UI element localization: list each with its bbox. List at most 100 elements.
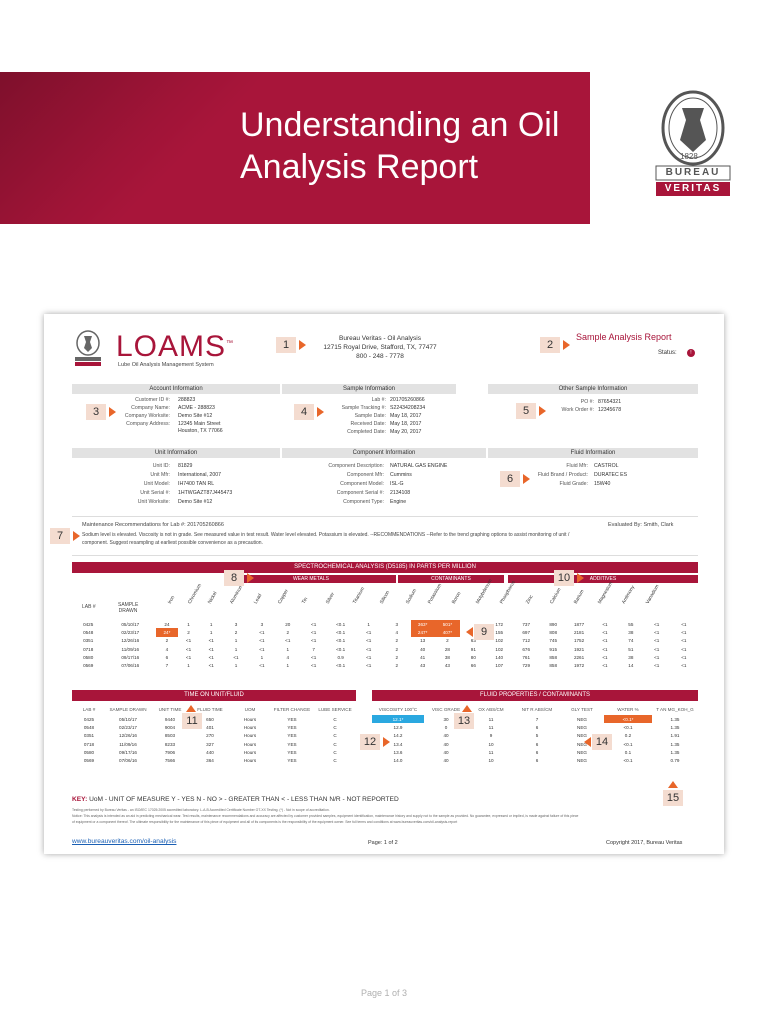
lab-address: 12715 Royal Drive, Stafford, TX, 77477 bbox=[323, 344, 437, 351]
table-row: 0580 09/17/16 7906 440 Hours YES C bbox=[83, 749, 337, 755]
spectro-header-sample-drawn: SAMPLE DRAWN bbox=[118, 602, 139, 614]
field-label: Company Worksite: bbox=[124, 413, 170, 419]
field-label: Work Order #: bbox=[561, 407, 594, 413]
time-on-unit-table: LAB # SAMPLE DRAWN UNIT TIME FLUID TIME UOM F… bbox=[72, 703, 356, 765]
page-title: Understanding an Oil Analysis Report bbox=[240, 104, 559, 188]
callout-5: 5 bbox=[516, 403, 536, 419]
field-label: Fluid Brand / Product: bbox=[537, 472, 588, 478]
account-info-heading: Account Information bbox=[72, 384, 280, 394]
lab-header: Bureau Veritas - Oil Analysis 12715 Roya… bbox=[300, 334, 460, 361]
callout-arrow-right-icon bbox=[523, 474, 530, 484]
additives-bar: ADDITIVES bbox=[508, 575, 698, 583]
table-row: 0718 11/09/16 8233 327 Hours YES C bbox=[83, 741, 337, 747]
spectro-title-bar: SPECTROCHEMICAL ANALYSIS (D5185) IN PART… bbox=[72, 562, 698, 573]
fluid-info-heading: Fluid Information bbox=[488, 448, 698, 458]
table-row: 0580 09/17/16 6 <1 <1 <1 1 4 <1 0.9 <1 2 41 38 80 140 76… bbox=[83, 654, 687, 660]
table-row: 0548 02/23/17 9004 401 Hours YES C bbox=[83, 724, 337, 730]
fluid-properties-title-bar: FLUID PROPERTIES / CONTAMINANTS bbox=[372, 690, 698, 701]
maintenance-text-line2: component. Suggest resampling at earlies… bbox=[82, 540, 263, 546]
fineprint-line1: Testing performed by Bureau Veritas - an… bbox=[72, 808, 330, 812]
other-info-heading: Other Sample Information bbox=[488, 384, 698, 394]
loams-logo: LOAMS™ bbox=[116, 330, 234, 364]
table-row: 0351 12/26/16 2 <1 <1 1 <1 <1 <1 <0.1 <1 2 13 2 63 102 7… bbox=[83, 638, 687, 644]
oil-analysis-link[interactable]: www.bureauveritas.com/oil-analysis bbox=[72, 838, 177, 845]
field-value: 87654321 bbox=[598, 399, 622, 405]
contaminants-bar: CONTAMINANTS bbox=[398, 575, 504, 583]
field-value: 2134108 bbox=[390, 490, 411, 496]
table-row: 12.9 0 11 6 NEG <0.1 1.35 bbox=[393, 724, 680, 730]
callout-arrow-right-icon bbox=[73, 531, 80, 541]
page-title-line1: Understanding an Oil bbox=[240, 106, 560, 144]
table-row: 13.6 40 11 6 NEG 0.1 1.35 bbox=[393, 749, 680, 755]
table-row: 0569 07/06/16 7 1 <1 1 <1 1 <1 <0.1 <1 2 43 43 66 107 72… bbox=[83, 663, 687, 669]
field-label: Company Address: bbox=[126, 421, 170, 427]
logo-figure-icon bbox=[680, 108, 706, 152]
fluid-properties-table: VISCOSITY 100°C VISC GRADE OX ABS/CM NIT R … bbox=[372, 703, 698, 765]
sample-info-heading: Sample Information bbox=[282, 384, 456, 394]
table-row: 0351 12/26/16 8503 270 Hours YES C bbox=[83, 733, 337, 739]
callout-7: 7 bbox=[50, 528, 70, 544]
field-value: S22434208234 bbox=[390, 405, 426, 411]
spectro-table: 0425 05/10/17 24 1 1 3 3 20 <1 <0.1 1 3 363* 501* 172 7… bbox=[72, 620, 698, 670]
callout-1: 1 bbox=[276, 337, 296, 353]
field-label: Company Name: bbox=[131, 405, 170, 411]
field-label: Unit Mfr: bbox=[150, 472, 170, 478]
field-value: Engine bbox=[390, 499, 407, 505]
status-alert-icon: ! bbox=[687, 349, 695, 357]
callout-4: 4 bbox=[294, 404, 314, 420]
field-label: Fluid Mfr: bbox=[566, 463, 588, 469]
field-value: 12345678 bbox=[598, 407, 622, 413]
field-label: PO #: bbox=[580, 399, 594, 405]
field-label: Component Model: bbox=[340, 481, 384, 487]
key-legend: KEY: UoM - UNIT OF MEASURE Y - YES N - N… bbox=[72, 796, 399, 803]
table-row: 0425 05/10/17 24 1 1 3 3 20 <1 <0.1 1 3 363* 501* 172 7… bbox=[83, 620, 687, 629]
field-label: Unit Worksite: bbox=[137, 499, 170, 505]
field-value: CASTROL bbox=[594, 463, 619, 469]
unit-info-heading: Unit Information bbox=[72, 448, 280, 458]
logo-year: 1828 bbox=[680, 152, 698, 161]
callout-arrow-right-icon bbox=[299, 340, 306, 350]
page-title-line2: Analysis Report bbox=[240, 148, 479, 186]
mini-bv-logo bbox=[75, 330, 101, 366]
callout-6: 6 bbox=[500, 471, 520, 487]
maintenance-heading: Maintenance Recommendations for Lab #: 2… bbox=[82, 522, 224, 528]
field-value: Cummins bbox=[390, 472, 412, 478]
field-label: Lab #: bbox=[371, 397, 386, 403]
callout-arrow-right-icon bbox=[247, 573, 254, 583]
field-value: International, 2007 bbox=[178, 472, 221, 478]
component-info-heading: Component Information bbox=[282, 448, 486, 458]
fineprint-line3: of equipment or a component thereof. The… bbox=[72, 820, 458, 824]
callout-10: 10 bbox=[554, 570, 574, 586]
field-value: Houston, TX 77066 bbox=[178, 428, 223, 434]
callout-arrow-left-icon bbox=[466, 627, 473, 637]
key-text: UoM - UNIT OF MEASURE Y - YES N - NO > -… bbox=[89, 796, 399, 803]
lab-phone: 800 - 248 - 7778 bbox=[356, 353, 404, 360]
field-value: May 18, 2017 bbox=[390, 421, 422, 427]
callout-15: 15 bbox=[663, 790, 683, 806]
fineprint-line2: Notice: This analysis is intended as an … bbox=[72, 814, 579, 818]
field-value: 15W40 bbox=[594, 481, 611, 487]
callout-11: 11 bbox=[182, 713, 202, 729]
field-label: Component Mfr: bbox=[346, 472, 384, 478]
field-label: Unit Serial #: bbox=[140, 490, 170, 496]
field-label: Sample Tracking #: bbox=[341, 405, 386, 411]
wear-metals-bar: WEAR METALS bbox=[226, 575, 396, 583]
field-value: Demo Site #12 bbox=[178, 413, 213, 419]
time-on-unit-title-bar: TIME ON UNIT/FLUID bbox=[72, 690, 356, 701]
table-row: 13.4 40 10 6 NEG <0.1 1.35 bbox=[393, 741, 680, 747]
field-label: Fluid Grade: bbox=[559, 481, 588, 487]
callout-arrow-right-icon bbox=[109, 407, 116, 417]
table-row: 0425 05/10/17 9440 650 Hours YES C bbox=[83, 716, 337, 722]
logo-word-bureau: BUREAU bbox=[665, 167, 721, 178]
bureau-veritas-logo bbox=[655, 90, 731, 196]
table-row: 14.2 40 9 5 NEG 0.2 1.91 bbox=[393, 733, 680, 739]
field-label: Unit ID: bbox=[152, 463, 170, 469]
field-value: NATURAL GAS ENGINE bbox=[390, 463, 448, 469]
maintenance-box bbox=[72, 516, 698, 556]
field-value: 288823 bbox=[178, 397, 196, 403]
field-label: Component Description: bbox=[328, 463, 384, 469]
table-row: 0548 02/23/17 24* 2 1 2 <1 2 <1 <0.1 <1 4 247* 407* 15… bbox=[83, 628, 687, 637]
field-value: 81829 bbox=[178, 463, 193, 469]
field-value: DURATEC ES bbox=[594, 472, 628, 478]
field-label: Unit Model: bbox=[143, 481, 170, 487]
